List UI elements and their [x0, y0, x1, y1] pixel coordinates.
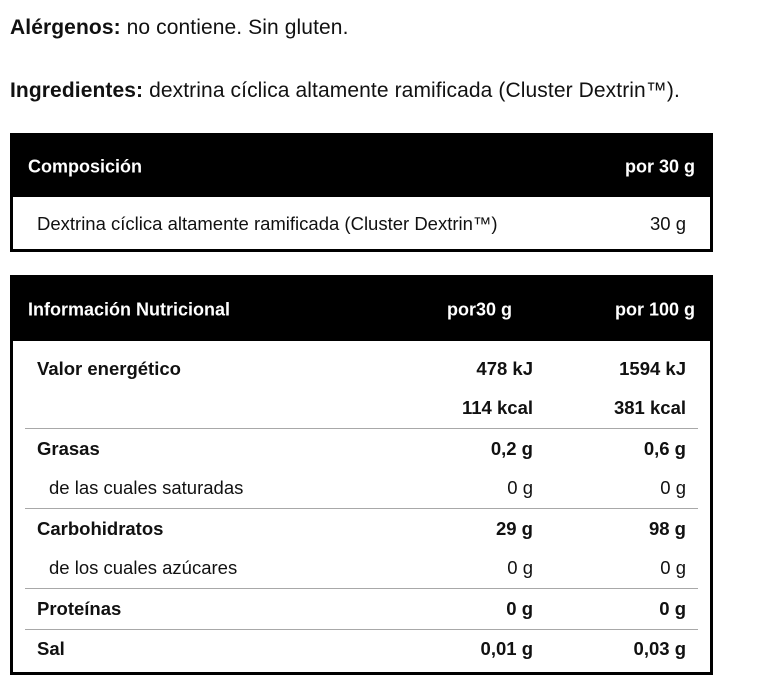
nutrition-row-sugars: de los cuales azúcares 0 g 0 g — [13, 549, 710, 589]
row-separator — [25, 628, 698, 630]
row-label: de los cuales azúcares — [49, 557, 238, 579]
row-value-per-serving: 114 kcal — [462, 397, 533, 419]
row-label: Sal — [37, 638, 65, 660]
ingredients-text: dextrina cíclica altamente ramificada (C… — [143, 79, 680, 102]
row-value-per-100g: 0,6 g — [643, 437, 686, 459]
row-separator — [25, 508, 698, 509]
row-value-per-serving: 0 g — [506, 597, 533, 619]
row-label: de las cuales saturadas — [49, 477, 244, 499]
row-separator — [25, 588, 698, 589]
nutrition-header-label: Información Nutricional — [28, 299, 231, 319]
allergens-label: Alérgenos: — [10, 16, 121, 39]
nutrition-row-carbohydrates: Carbohidratos 29 g 98 g — [13, 509, 710, 549]
row-value-per-serving: 0,01 g — [480, 638, 533, 660]
nutrition-row-fat: Grasas 0,2 g 0,6 g — [13, 429, 710, 469]
row-value-per-serving: 0 g — [507, 477, 533, 499]
row-value-per-100g: 381 kcal — [613, 397, 686, 419]
row-value-per-serving: 29 g — [495, 517, 533, 539]
composition-header-label: Composición — [28, 156, 143, 176]
row-value-per-100g: 0 g — [660, 477, 686, 499]
row-value-per-100g: 98 g — [648, 517, 686, 539]
nutrition-table-header: Información Nutricional por30 g por 100 … — [13, 278, 710, 341]
composition-table: Composición por 30 g Dextrina cíclica al… — [10, 133, 713, 252]
allergens-line: Alérgenos: no contiene. Sin gluten. — [10, 16, 349, 40]
row-label: Carbohidratos — [37, 517, 164, 539]
row-value-per-serving: 0,2 g — [490, 437, 533, 459]
row-value-per-100g: 0 g — [660, 557, 686, 579]
nutrition-table: Información Nutricional por30 g por 100 … — [10, 275, 713, 675]
ingredients-label: Ingredientes: — [10, 79, 144, 102]
nutrition-row-energy-kcal: 114 kcal 381 kcal — [13, 389, 710, 429]
row-value-per-100g: 0,03 g — [633, 638, 686, 660]
composition-row-value: 30 g — [649, 213, 686, 234]
row-value-per-serving: 478 kJ — [476, 357, 533, 379]
nutrition-row-energy-kj: Valor energético 478 kJ 1594 kJ — [13, 349, 710, 389]
nutrition-row-protein: Proteínas 0 g 0 g — [13, 589, 710, 629]
nutrition-row-salt: Sal 0,01 g 0,03 g — [13, 630, 710, 670]
row-label: Grasas — [37, 437, 100, 459]
row-label: Valor energético — [37, 357, 181, 379]
nutrition-row-saturated-fat: de las cuales saturadas 0 g 0 g — [13, 469, 710, 509]
row-value-per-100g: 0 g — [659, 597, 686, 619]
composition-header-per: por 30 g — [624, 156, 695, 176]
row-value-per-100g: 1594 kJ — [619, 357, 686, 379]
row-label: Proteínas — [37, 597, 122, 619]
row-value-per-serving: 0 g — [507, 557, 533, 579]
nutrition-header-col1: por30 g — [447, 299, 513, 319]
composition-row: Dextrina cíclica altamente ramificada (C… — [13, 197, 710, 251]
ingredients-line: Ingredientes: dextrina cíclica altamente… — [10, 79, 680, 103]
composition-table-header: Composición por 30 g — [13, 136, 710, 197]
allergens-text: no contiene. Sin gluten. — [120, 16, 349, 39]
composition-row-label: Dextrina cíclica altamente ramificada (C… — [37, 213, 498, 234]
nutrition-header-col2: por 100 g — [614, 299, 695, 319]
row-separator — [25, 428, 698, 429]
